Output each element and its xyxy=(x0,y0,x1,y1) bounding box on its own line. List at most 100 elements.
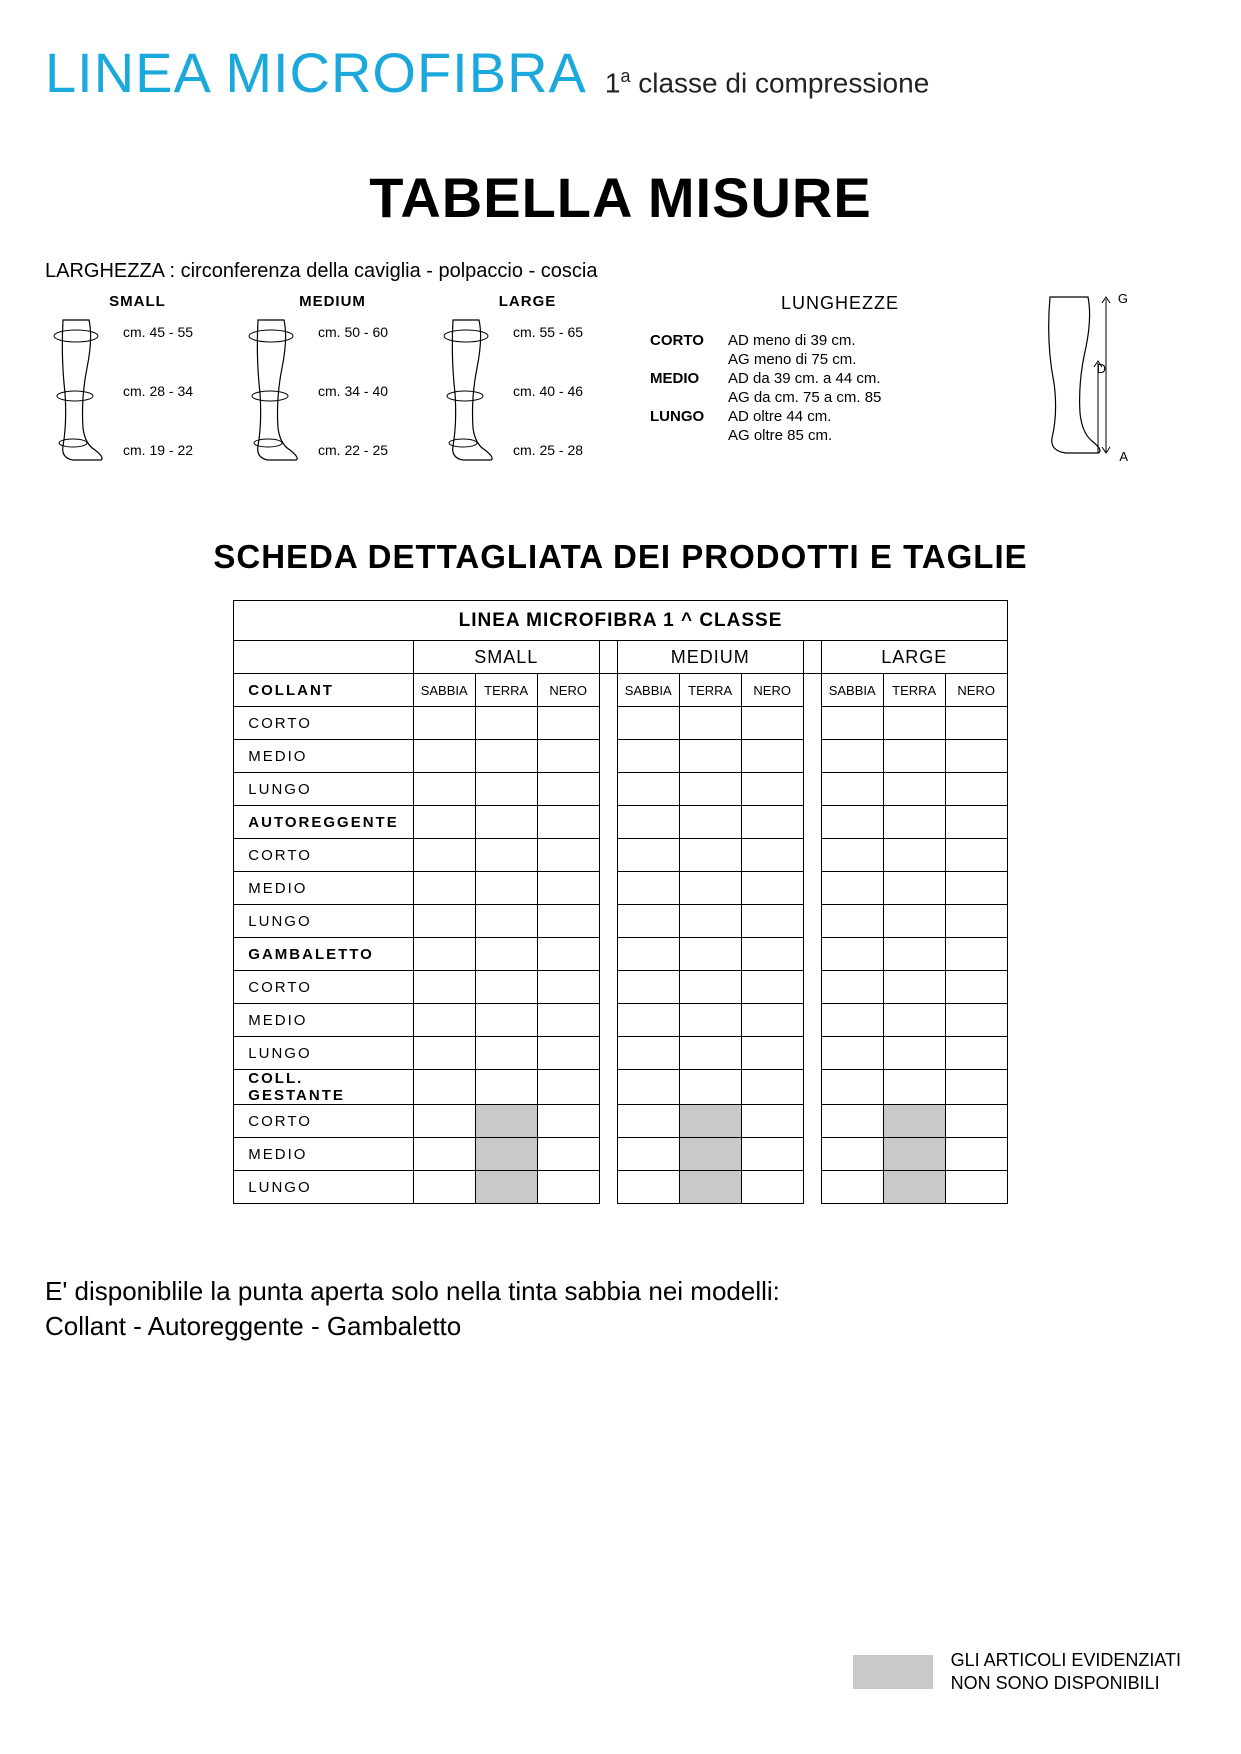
table-cell xyxy=(475,971,537,1004)
size-block-large: LARGE cm. 55 - 65 cm. 40 - 46 cm. 25 - 2… xyxy=(435,293,620,468)
lung-corto-v2: AG meno di 75 cm. xyxy=(728,351,938,368)
leg-diagram-icon xyxy=(45,318,115,468)
table-cell xyxy=(679,1070,741,1105)
table-cell xyxy=(679,1037,741,1070)
table-cell xyxy=(475,1037,537,1070)
table-cell xyxy=(679,707,741,740)
table-cell xyxy=(537,1070,599,1105)
table-cell xyxy=(821,971,883,1004)
table-cell xyxy=(617,1138,679,1171)
size-block-small: SMALL cm. 45 - 55 cm. 28 - 34 cm. 19 - 2… xyxy=(45,293,230,468)
table-cell xyxy=(679,1138,741,1171)
table-cell xyxy=(617,1171,679,1204)
lung-medio-k: MEDIO xyxy=(650,370,728,387)
table-cell xyxy=(741,1004,803,1037)
table-cell xyxy=(679,740,741,773)
table-row: LUNGO xyxy=(234,1171,413,1204)
table-row: GAMBALETTO xyxy=(234,938,413,971)
table-cell xyxy=(537,971,599,1004)
table-cell xyxy=(617,839,679,872)
leg-label-d: D xyxy=(1097,361,1106,376)
table-cell xyxy=(413,1138,475,1171)
lung-medio-v2: AG da cm. 75 a cm. 85 xyxy=(728,389,938,406)
table-cell xyxy=(475,773,537,806)
size-title-small: SMALL xyxy=(45,293,230,310)
table-cell xyxy=(883,1105,945,1138)
table-cell xyxy=(537,773,599,806)
table-row: LUNGO xyxy=(234,1037,413,1070)
product-table: LINEA MICROFIBRA 1 ^ CLASSESMALLMEDIUMLA… xyxy=(233,600,1007,1204)
table-cell xyxy=(679,839,741,872)
table-cell xyxy=(475,905,537,938)
table-cell xyxy=(679,971,741,1004)
size-header: MEDIUM xyxy=(617,641,803,674)
table-row: MEDIO xyxy=(234,1138,413,1171)
size-title-medium: MEDIUM xyxy=(240,293,425,310)
small-calf: cm. 28 - 34 xyxy=(123,383,193,399)
table-cell xyxy=(883,1037,945,1070)
table-cell xyxy=(945,806,1007,839)
table-cell xyxy=(679,806,741,839)
table-cell xyxy=(617,1070,679,1105)
table-cell xyxy=(821,707,883,740)
section-title-products: SCHEDA DETTAGLIATA DEI PRODOTTI E TAGLIE xyxy=(45,538,1196,576)
table-cell xyxy=(679,1171,741,1204)
leg-label-g: G xyxy=(1118,291,1128,306)
table-cell xyxy=(945,773,1007,806)
table-cell xyxy=(883,938,945,971)
table-row: CORTO xyxy=(234,971,413,1004)
table-cell xyxy=(617,740,679,773)
sizes-row: SMALL cm. 45 - 55 cm. 28 - 34 cm. 19 - 2… xyxy=(45,293,1196,468)
table-cell xyxy=(945,872,1007,905)
brand-subtitle: 1a classe di compressione xyxy=(605,66,929,99)
table-cell xyxy=(413,1037,475,1070)
table-row: CORTO xyxy=(234,707,413,740)
page-header: LINEA MICROFIBRA 1a classe di compressio… xyxy=(45,40,1196,105)
table-cell xyxy=(617,872,679,905)
table-cell xyxy=(741,1105,803,1138)
table-cell xyxy=(945,1138,1007,1171)
color-header: SABBIA xyxy=(413,674,475,707)
table-cell xyxy=(537,740,599,773)
table-cell xyxy=(883,839,945,872)
lunghezze-block: LUNGHEZZE CORTO AD meno di 39 cm. AG men… xyxy=(650,293,1030,468)
table-cell xyxy=(475,1070,537,1105)
table-cell xyxy=(741,740,803,773)
legend-text: GLI ARTICOLI EVIDENZIATI NON SONO DISPON… xyxy=(951,1649,1181,1694)
table-cell xyxy=(883,1138,945,1171)
table-row: MEDIO xyxy=(234,740,413,773)
table-cell xyxy=(475,1105,537,1138)
table-row: CORTO xyxy=(234,1105,413,1138)
table-cell xyxy=(821,1004,883,1037)
length-leg-diagram: G D A xyxy=(1040,293,1130,468)
table-cell xyxy=(883,872,945,905)
table-cell xyxy=(617,938,679,971)
leg-label-a: A xyxy=(1119,449,1128,464)
lung-lungo-v1: AD oltre 44 cm. xyxy=(728,408,938,425)
table-cell xyxy=(883,971,945,1004)
lung-corto-v1: AD meno di 39 cm. xyxy=(728,332,938,349)
table-cell xyxy=(617,905,679,938)
table-row xyxy=(234,641,413,674)
table-cell xyxy=(413,707,475,740)
size-header: SMALL xyxy=(413,641,599,674)
table-cell xyxy=(617,1105,679,1138)
table-row: AUTOREGGENTE xyxy=(234,806,413,839)
table-cell xyxy=(883,740,945,773)
table-cell xyxy=(617,1037,679,1070)
table-cell xyxy=(679,1105,741,1138)
size-block-medium: MEDIUM cm. 50 - 60 cm. 34 - 40 cm. 22 - … xyxy=(240,293,425,468)
table-cell xyxy=(413,806,475,839)
large-calf: cm. 40 - 46 xyxy=(513,383,583,399)
table-cell xyxy=(741,1138,803,1171)
table-cell xyxy=(537,905,599,938)
lunghezze-title: LUNGHEZZE xyxy=(650,293,1030,314)
table-cell xyxy=(821,740,883,773)
table-cell xyxy=(741,1171,803,1204)
table-cell xyxy=(413,971,475,1004)
lung-medio-v1: AD da 39 cm. a 44 cm. xyxy=(728,370,938,387)
table-cell xyxy=(821,872,883,905)
table-cell xyxy=(475,1004,537,1037)
medium-calf: cm. 34 - 40 xyxy=(318,383,388,399)
legend-swatch-icon xyxy=(853,1655,933,1689)
